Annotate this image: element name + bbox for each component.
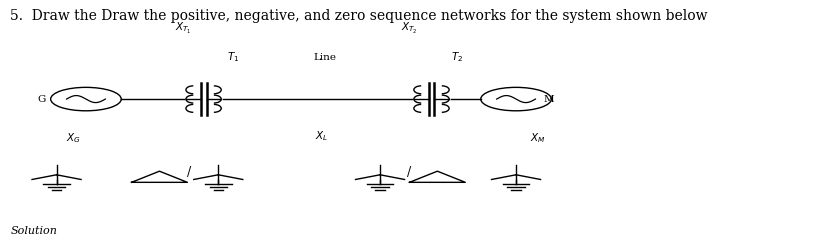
Text: 5.  Draw the Draw the positive, negative, and zero sequence networks for the sys: 5. Draw the Draw the positive, negative,… xyxy=(11,9,707,23)
Text: M: M xyxy=(544,95,554,103)
Text: Solution: Solution xyxy=(11,226,57,236)
Text: $X_G$: $X_G$ xyxy=(66,131,80,145)
Text: $T_2$: $T_2$ xyxy=(451,51,463,64)
Text: $X_M$: $X_M$ xyxy=(530,131,546,145)
Text: $T_1$: $T_1$ xyxy=(227,51,239,64)
Text: $X_{T_1}$: $X_{T_1}$ xyxy=(176,21,192,36)
Text: $X_{T_2}$: $X_{T_2}$ xyxy=(401,21,418,36)
Text: /: / xyxy=(187,166,191,179)
Text: /: / xyxy=(406,166,411,179)
Text: G: G xyxy=(37,95,46,103)
Text: $X_L$: $X_L$ xyxy=(315,129,328,143)
Text: Line: Line xyxy=(313,53,337,62)
